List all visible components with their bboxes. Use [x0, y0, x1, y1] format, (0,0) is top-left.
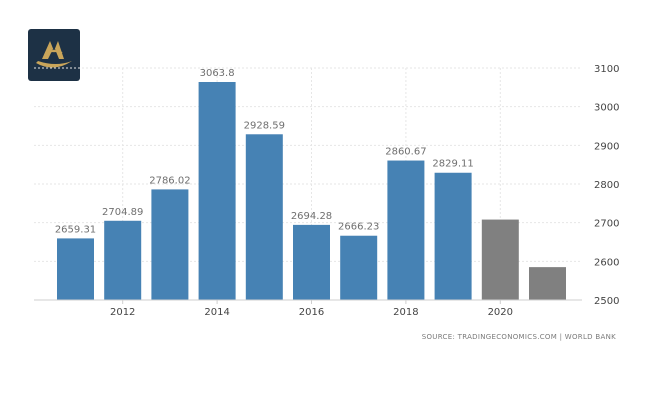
data-labels: 2659.31 2704.89 2786.02 3063.8 2928.59 2694.2… [55, 68, 474, 235]
y-tick-label: 2800 [594, 180, 619, 191]
data-label: 2786.02 [149, 175, 190, 186]
x-tick-label: 2012 [110, 307, 135, 318]
y-tick-label: 2900 [594, 141, 619, 152]
bar-2021 [529, 267, 566, 300]
data-label: 3063.8 [200, 68, 235, 79]
bar-2015 [245, 134, 283, 300]
source-credit: SOURCE: TRADINGECONOMICS.COM | WORLD BAN… [421, 333, 616, 341]
y-tick-label: 3100 [594, 64, 619, 75]
y-axis: 2500 2600 2700 2800 2900 3000 3100 [594, 64, 619, 307]
bar-2013 [151, 189, 189, 300]
data-label: 2860.67 [385, 147, 426, 158]
x-axis: 2012 2014 2016 2018 2020 [34, 299, 582, 318]
bar-2012 [104, 220, 142, 300]
bars [57, 81, 566, 300]
bar-2019 [434, 172, 472, 300]
x-tick-label: 2014 [204, 307, 229, 318]
bar-2020 [481, 219, 519, 300]
x-tick-label: 2018 [393, 307, 418, 318]
bar-2016 [293, 224, 330, 300]
bar-2017 [340, 235, 378, 300]
brand-logo-mark [36, 41, 72, 68]
x-tick-label: 2016 [299, 307, 324, 318]
data-label: 2659.31 [55, 224, 96, 235]
data-label: 2704.89 [102, 207, 143, 218]
x-tick-label: 2020 [488, 307, 513, 318]
y-tick-label: 3000 [594, 103, 619, 114]
bar-2014 [198, 81, 236, 300]
y-tick-label: 2700 [594, 219, 619, 230]
data-label: 2928.59 [244, 120, 285, 131]
data-label: 2829.11 [432, 159, 473, 170]
y-tick-label: 2600 [594, 257, 619, 268]
bar-2011 [57, 238, 94, 300]
data-label: 2666.23 [338, 222, 379, 233]
brand-logo [28, 29, 80, 81]
bar-2018 [387, 160, 425, 300]
data-label: 2694.28 [291, 211, 332, 222]
y-tick-label: 2500 [594, 296, 619, 307]
